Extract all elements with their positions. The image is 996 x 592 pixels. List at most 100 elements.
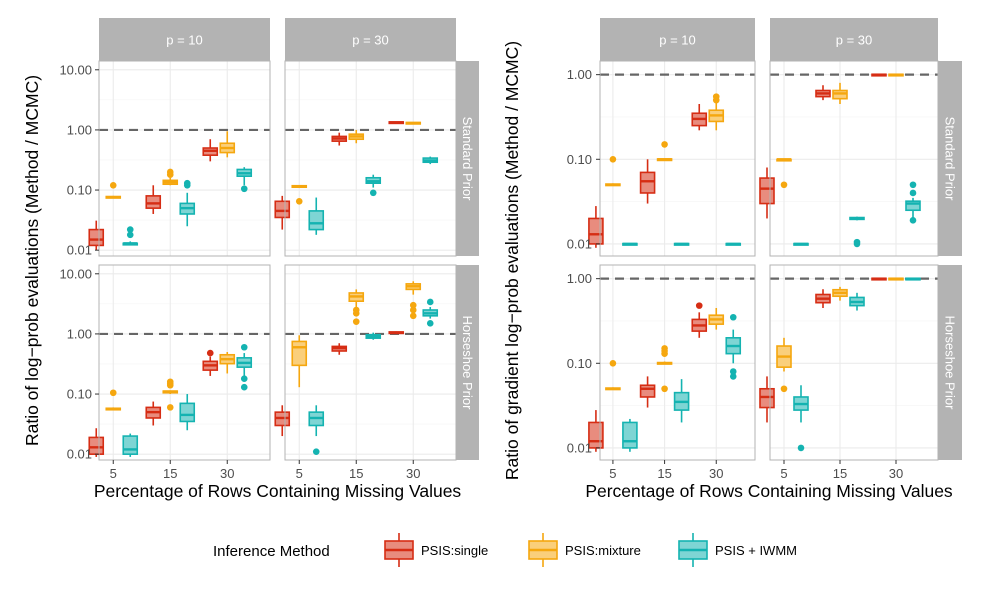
col-strip <box>99 18 270 61</box>
col-strip-label: p = 10 <box>659 33 696 48</box>
box-psis-iwmm <box>673 242 690 246</box>
box-body <box>759 177 775 205</box>
box-body <box>291 340 308 367</box>
panel <box>274 264 457 461</box>
x-tick-label: 15 <box>163 466 177 481</box>
box-psis-single <box>639 159 656 204</box>
outlier-point <box>126 231 134 239</box>
box-psis-iwmm <box>673 379 690 423</box>
box-psis-mixture <box>888 73 904 77</box>
box-psis-single <box>588 206 604 248</box>
box-psis-mixture <box>708 93 725 131</box>
box-psis-single <box>759 167 775 219</box>
y-tick-label: 1.00 <box>67 326 92 341</box>
box-psis-mixture <box>888 277 904 281</box>
y-tick-label: 0.10 <box>567 152 592 167</box>
box-psis-single <box>88 220 105 251</box>
outlier-point <box>609 359 617 367</box>
box-psis-iwmm <box>793 385 809 452</box>
box-psis-single <box>202 139 219 162</box>
outlier-point <box>909 181 917 189</box>
box-psis-single <box>331 132 348 146</box>
box-psis-single <box>815 289 831 309</box>
box-psis-mixture <box>348 289 365 325</box>
box-psis-iwmm <box>236 167 253 193</box>
x-axis-title: Percentage of Rows Containing Missing Va… <box>94 481 462 501</box>
x-tick-label: 5 <box>609 466 616 481</box>
box-psis-iwmm <box>122 226 139 246</box>
outlier-point <box>695 302 703 309</box>
outlier-point <box>109 389 117 397</box>
box-psis-iwmm <box>905 181 921 224</box>
panel-frame <box>284 264 457 461</box>
box-psis-mixture <box>656 141 673 162</box>
outlier-point <box>240 383 248 391</box>
outlier-point <box>729 368 737 375</box>
box-psis-iwmm <box>236 343 253 391</box>
box-psis-mixture <box>219 131 236 158</box>
box-psis-iwmm <box>122 433 139 457</box>
box-body <box>905 200 921 212</box>
box-body <box>588 217 604 245</box>
figure-logprob: p = 10 p = 30 Standard Prior Horseshoe Prio… <box>22 18 479 501</box>
panel <box>88 264 271 461</box>
box-psis-single <box>388 121 405 125</box>
outlier-point <box>909 189 917 197</box>
x-tick-label: 5 <box>110 466 117 481</box>
row-strip <box>938 61 962 256</box>
y-tick-label: 0.10 <box>67 183 92 198</box>
box-psis-single <box>145 401 162 426</box>
y-tick-label: 0.01 <box>567 440 592 455</box>
box-body <box>88 228 105 247</box>
box-psis-mixture <box>405 281 422 320</box>
y-tick-label: 0.01 <box>67 243 92 258</box>
col-strip <box>285 18 456 61</box>
row-strip-label: Horseshoe Prior <box>943 316 958 411</box>
box-psis-mixture <box>405 121 422 125</box>
panel-frame <box>769 264 939 461</box>
x-tick-label: 30 <box>889 466 903 481</box>
row-strip-label: Horseshoe Prior <box>460 316 475 411</box>
box-psis-iwmm <box>179 179 196 227</box>
outlier-point <box>853 238 861 246</box>
box-psis-mixture <box>162 378 179 411</box>
box-body <box>179 402 196 423</box>
box-psis-mixture <box>776 337 792 393</box>
box-psis-mixture <box>219 352 236 374</box>
box-psis-mixture <box>776 158 792 189</box>
row-strip <box>938 265 962 460</box>
outlier-point <box>712 96 720 104</box>
x-tick-label: 30 <box>406 466 420 481</box>
legend-item-label: PSIS + IWMM <box>715 543 797 558</box>
outlier-point <box>295 197 303 205</box>
box-psis-single <box>691 302 708 338</box>
outlier-point <box>240 375 248 382</box>
panel <box>759 60 939 257</box>
outlier-point <box>409 301 417 309</box>
box-psis-iwmm <box>849 216 865 248</box>
row-strip-label: Standard Prior <box>943 117 958 201</box>
box-psis-mixture <box>708 308 725 330</box>
box-psis-single <box>331 343 348 355</box>
box-psis-iwmm <box>849 292 865 311</box>
box-psis-single <box>202 349 219 376</box>
box-psis-iwmm <box>422 298 439 327</box>
box-psis-mixture <box>348 129 365 144</box>
box-psis-iwmm <box>725 313 742 380</box>
box-psis-single <box>388 331 405 335</box>
outlier-point <box>166 171 174 178</box>
outlier-point <box>166 380 174 387</box>
figure-gradient: p = 10 p = 30 Standard Prior Horseshoe Prio… <box>502 18 962 501</box>
y-tick-label: 1.00 <box>67 122 92 137</box>
box-psis-single <box>274 405 291 437</box>
y-tick-label: 0.01 <box>67 447 92 462</box>
box-body <box>274 200 291 219</box>
box-psis-iwmm <box>622 242 638 246</box>
y-axis-title: Ratio of gradient log−prob evaluations (… <box>502 41 522 480</box>
row-strip-label: Standard Prior <box>460 117 475 201</box>
x-tick-label: 15 <box>833 466 847 481</box>
outlier-point <box>661 385 668 393</box>
outlier-point <box>352 318 360 325</box>
legend-item: PSIS:mixture <box>528 533 641 567</box>
